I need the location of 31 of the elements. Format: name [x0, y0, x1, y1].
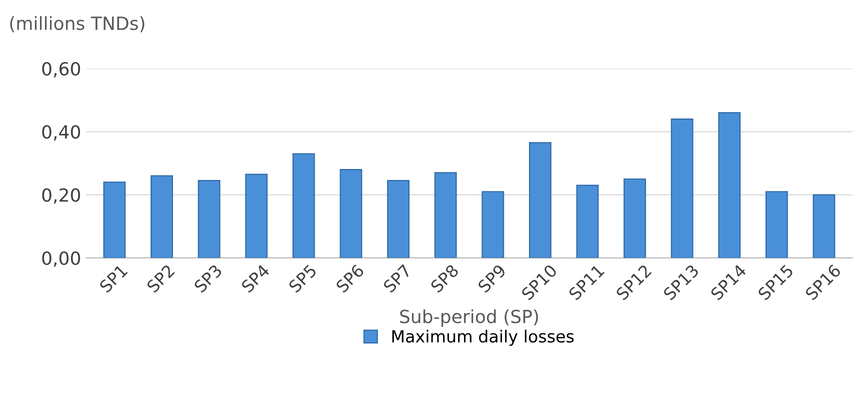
- bar: [198, 180, 220, 258]
- bar: [292, 153, 315, 258]
- x-tick-label: SP6: [335, 264, 365, 294]
- x-tick-label: SP1: [98, 264, 128, 294]
- y-axis-title: (millions TNDs): [10, 16, 144, 32]
- y-tick-label: 0,20: [42, 188, 80, 204]
- x-tick-label: SP8: [430, 264, 460, 294]
- y-tick-label: 0,40: [42, 125, 80, 141]
- bar: [150, 175, 173, 258]
- x-tick-label: SP9: [477, 264, 507, 294]
- bar: [718, 112, 741, 258]
- bar: [670, 118, 694, 258]
- bar: [387, 180, 410, 258]
- bar: [529, 142, 552, 258]
- x-tick-label: SP5: [288, 264, 318, 294]
- bar: [434, 172, 457, 258]
- bar: [482, 191, 504, 258]
- bar: [576, 184, 599, 258]
- legend-label: Maximum daily losses: [392, 330, 574, 346]
- x-axis-title: Sub-period (SP): [400, 309, 538, 327]
- bar: [624, 178, 646, 258]
- bar: [245, 174, 268, 258]
- y-tick-label: 0,00: [42, 251, 80, 267]
- bar: [103, 182, 126, 258]
- x-tick-label: SP3: [193, 264, 223, 294]
- y-tick-label: 0,60: [42, 62, 80, 78]
- x-tick-label: SP2: [146, 264, 176, 294]
- bar: [766, 191, 788, 258]
- x-tick-label: SP4: [240, 264, 270, 294]
- bar: [340, 168, 362, 258]
- bar: [812, 194, 836, 258]
